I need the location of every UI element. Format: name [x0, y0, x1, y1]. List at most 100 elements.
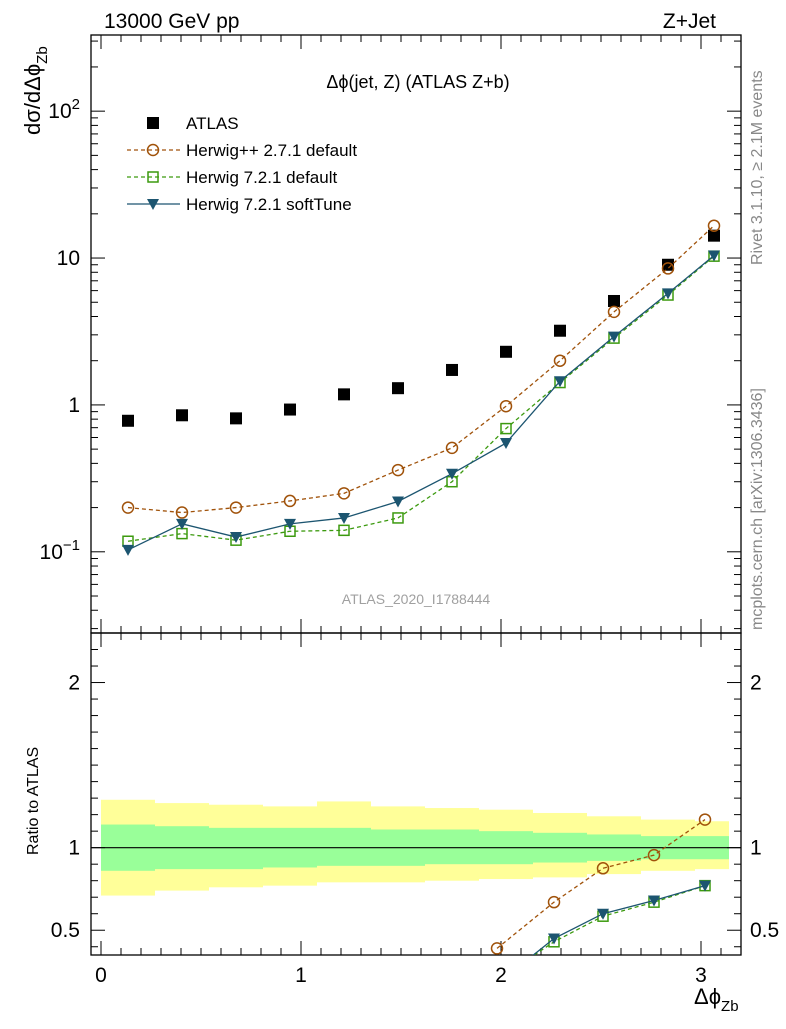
legend-marker-herwig721	[147, 171, 159, 183]
main-y-tick-label: 10−1	[40, 537, 80, 564]
ratio-series-group	[490, 813, 712, 955]
marker-herwigpp	[391, 463, 405, 477]
tick-label-base: 1	[68, 394, 80, 417]
marker-softtune	[446, 468, 458, 480]
series-line-circle	[127, 225, 715, 514]
x-tick-label: 3	[695, 964, 707, 987]
marker-herwigpp	[121, 501, 135, 514]
marker-herwigpp	[499, 399, 513, 413]
main-y-title-subscript: Zb	[34, 46, 51, 64]
marker-atlas	[392, 382, 404, 395]
marker-herwigpp	[337, 487, 351, 500]
marker-softtune	[500, 438, 512, 450]
legend-entry-atlas: ATLAS	[147, 114, 239, 133]
marker-herwig721	[392, 512, 404, 524]
marker-herwigpp	[547, 895, 561, 909]
marker-atlas	[608, 294, 620, 307]
marker-herwigpp	[229, 501, 243, 514]
main-y-tick-label: 1	[68, 394, 80, 417]
marker-atlas	[338, 388, 350, 401]
marker-herwigpp	[661, 262, 675, 275]
legend-marker-softtune	[147, 199, 159, 210]
main-y-axis-title: dσ/dΔϕZb	[20, 46, 51, 135]
main-y-tick-label: 102	[48, 96, 80, 123]
marker-herwigpp	[490, 942, 504, 955]
legend-entry-herwig721: Herwig 7.2.1 default	[127, 168, 337, 187]
marker-softtune	[230, 532, 242, 544]
marker-atlas	[284, 403, 296, 416]
marker-herwigpp	[283, 494, 297, 508]
header-process-label: Z+Jet	[663, 10, 716, 33]
marker-herwigpp	[707, 219, 721, 232]
marker-herwigpp	[607, 305, 621, 319]
legend-marker-atlas	[147, 117, 159, 129]
marker-softtune	[708, 250, 720, 262]
tick-label-exponent: −1	[63, 537, 80, 554]
marker-softtune	[392, 496, 404, 508]
main-y-tick-label: 10	[57, 247, 80, 270]
marker-softtune	[608, 331, 620, 343]
ratio-band-inner	[425, 829, 479, 865]
legend-label-atlas: ATLAS	[186, 114, 239, 133]
ratio-panel-frame	[90, 632, 742, 956]
series-line-square	[127, 255, 715, 542]
ratio-band-inner	[209, 827, 263, 870]
marker-softtune	[597, 908, 609, 920]
tick-label-base: 10	[40, 541, 63, 564]
legend-label-softtune: Herwig 7.2.1 softTune	[186, 195, 352, 214]
ratio-y-axis-title: Ratio to ATLAS	[25, 747, 42, 855]
plot-title: Δϕ(jet, Z) (ATLAS Z+b)	[326, 72, 509, 92]
legend: ATLAS Herwig++ 2.7.1 default Herwig 7.2.…	[127, 114, 357, 214]
marker-atlas	[500, 345, 512, 358]
tick-label-base: 10	[48, 100, 71, 123]
marker-softtune	[176, 518, 188, 530]
series-line-triangle	[127, 255, 715, 551]
ratio-y-tick-label-right: 1	[750, 837, 762, 860]
marker-softtune	[284, 518, 296, 530]
marker-herwigpp	[175, 506, 189, 519]
ratio-y-tick-label-left: 0.5	[51, 919, 80, 942]
marker-softtune	[548, 933, 560, 945]
legend-entry-herwigpp: Herwig++ 2.7.1 default	[127, 141, 357, 160]
marker-herwigpp	[553, 354, 567, 367]
marker-herwig721	[500, 422, 512, 435]
marker-atlas	[230, 412, 242, 425]
ratio-y-tick-label-right: 0.5	[750, 919, 779, 942]
marker-atlas	[708, 229, 720, 242]
marker-softtune	[338, 512, 350, 524]
marker-herwigpp	[647, 848, 661, 862]
ratio-y-tick-label-left: 2	[68, 672, 80, 695]
marker-atlas	[176, 409, 188, 422]
legend-label-herwig721: Herwig 7.2.1 default	[186, 168, 337, 187]
svg-text:ΔϕZb: ΔϕZb	[694, 984, 739, 1015]
ratio-band-inner	[317, 827, 371, 866]
marker-herwigpp	[698, 813, 712, 826]
marker-herwig721	[338, 524, 350, 537]
marker-atlas	[122, 414, 134, 427]
marker-herwigpp	[596, 862, 610, 875]
x-tick-label: 0	[95, 964, 107, 987]
rivet-version-label: Rivet 3.1.10, ≥ 2.1M events	[749, 70, 766, 265]
x-title-subscript: Zb	[721, 998, 739, 1015]
tick-label-base: 10	[57, 247, 80, 270]
marker-softtune	[699, 880, 711, 892]
x-axis-title: ΔϕZb	[694, 984, 739, 1015]
legend-label-herwigpp: Herwig++ 2.7.1 default	[186, 141, 357, 160]
marker-atlas	[554, 324, 566, 337]
ratio-line-circle	[496, 819, 706, 949]
marker-softtune	[122, 544, 134, 556]
ratio-panel-series: 0 1 2 3 0.5 0.5 1 1 2 2	[51, 632, 779, 987]
analysis-watermark: ATLAS_2020_I1788444	[342, 591, 491, 607]
x-title-text: Δϕ	[694, 984, 721, 1009]
header-energy-label: 13000 GeV pp	[104, 10, 239, 33]
x-tick-label: 2	[495, 964, 507, 987]
tick-label-exponent: 2	[72, 96, 80, 113]
svg-text:dσ/dΔϕZb: dσ/dΔϕZb	[20, 46, 51, 135]
mcplots-label: mcplots.cern.ch [arXiv:1306.3436]	[749, 388, 766, 630]
marker-atlas	[662, 258, 674, 271]
marker-softtune	[554, 376, 566, 388]
marker-herwigpp	[445, 441, 459, 455]
ratio-y-tick-label-left: 1	[68, 837, 80, 860]
